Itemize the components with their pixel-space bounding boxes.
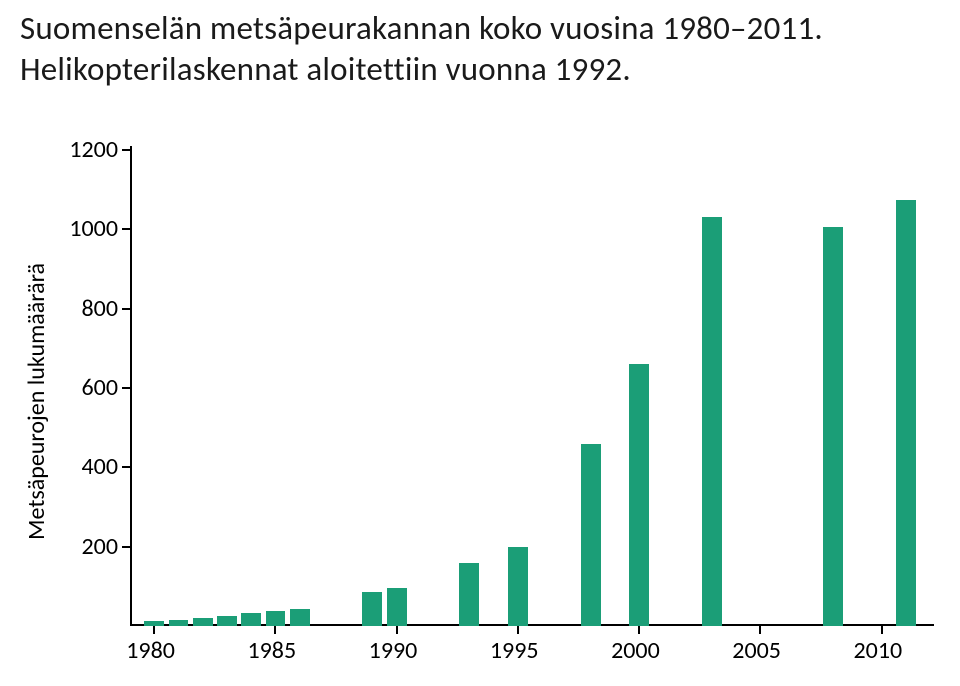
y-tick-mark bbox=[122, 466, 130, 468]
bar bbox=[144, 621, 164, 626]
bar bbox=[629, 364, 649, 626]
x-tick-label: 1985 bbox=[247, 636, 296, 665]
bar bbox=[266, 611, 286, 626]
chart: Metsäpeurojen lukumäärärä 200 400 600 800 10… bbox=[0, 120, 960, 686]
x-tick-label: 2005 bbox=[732, 636, 781, 665]
title-line-2: Helikopterilaskennat aloitettiin vuonna … bbox=[20, 49, 631, 89]
y-tick-label: 600 bbox=[82, 373, 119, 402]
x-tick-label: 2000 bbox=[611, 636, 660, 665]
x-tick-mark bbox=[274, 626, 276, 634]
bar bbox=[290, 609, 310, 626]
x-tick-mark bbox=[759, 626, 761, 634]
page-title: Suomenselän metsäpeurakannan koko vuosin… bbox=[20, 8, 940, 91]
bar bbox=[581, 444, 601, 626]
bar bbox=[193, 618, 213, 626]
y-tick-mark bbox=[122, 387, 130, 389]
x-tick-label: 1990 bbox=[369, 636, 418, 665]
y-axis-label: Metsäpeurojen lukumäärärä bbox=[22, 263, 51, 540]
x-tick-label: 1995 bbox=[490, 636, 539, 665]
x-tick-mark bbox=[517, 626, 519, 634]
bar bbox=[896, 200, 916, 626]
bar bbox=[459, 563, 479, 626]
x-tick-mark bbox=[638, 626, 640, 634]
bar bbox=[217, 616, 237, 626]
y-axis bbox=[130, 146, 132, 626]
bar bbox=[362, 592, 382, 626]
y-tick-mark bbox=[122, 546, 130, 548]
bar bbox=[169, 620, 189, 626]
bar bbox=[508, 547, 528, 626]
x-tick-mark bbox=[396, 626, 398, 634]
bar bbox=[241, 613, 261, 626]
x-tick-label: 1980 bbox=[126, 636, 175, 665]
x-tick-label: 2010 bbox=[854, 636, 903, 665]
y-tick-label: 1200 bbox=[69, 135, 118, 164]
y-tick-label: 800 bbox=[82, 294, 119, 323]
y-tick-mark bbox=[122, 228, 130, 230]
x-tick-mark bbox=[153, 626, 155, 634]
plot-area bbox=[130, 150, 930, 626]
title-line-1: Suomenselän metsäpeurakannan koko vuosin… bbox=[20, 8, 823, 48]
bar bbox=[702, 217, 722, 626]
y-tick-mark bbox=[122, 308, 130, 310]
y-tick-label: 400 bbox=[82, 452, 119, 481]
y-tick-label: 200 bbox=[82, 532, 119, 561]
bar bbox=[387, 588, 407, 626]
x-tick-mark bbox=[881, 626, 883, 634]
bar bbox=[823, 227, 843, 626]
y-tick-mark bbox=[122, 149, 130, 151]
y-tick-label: 1000 bbox=[69, 214, 118, 243]
